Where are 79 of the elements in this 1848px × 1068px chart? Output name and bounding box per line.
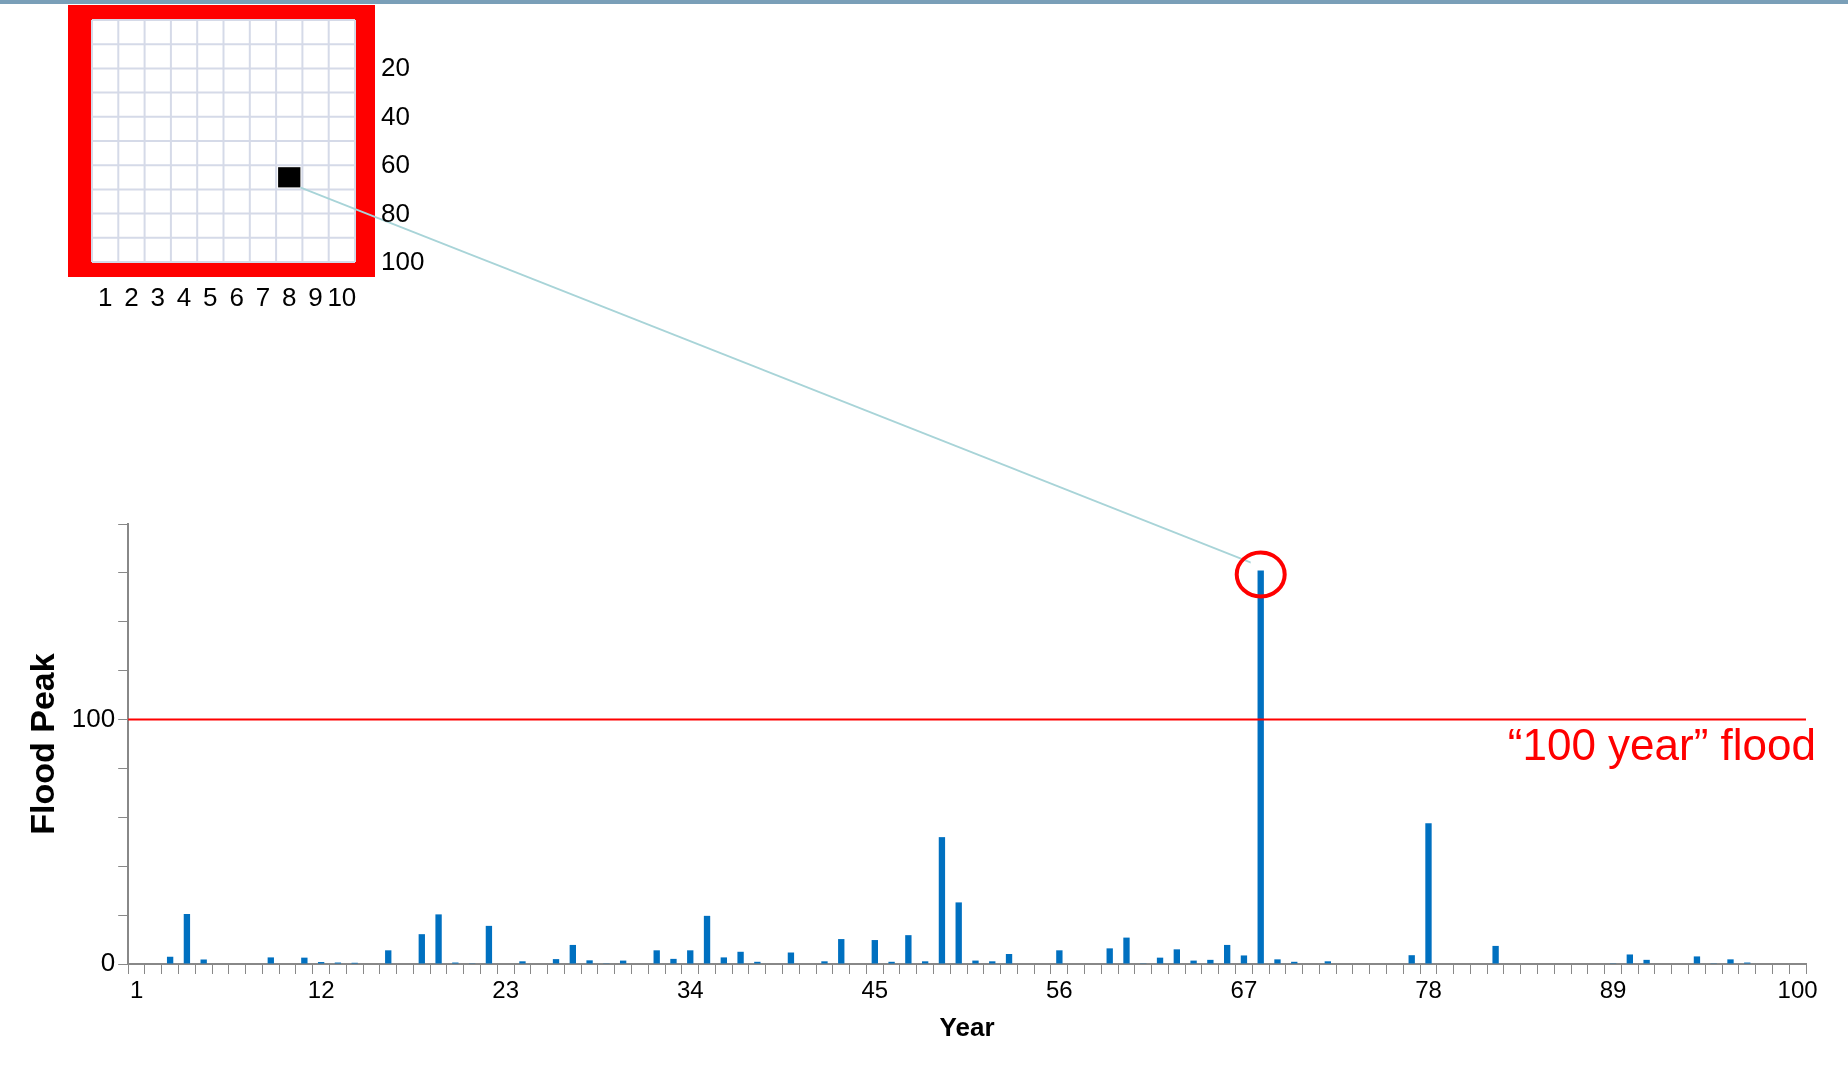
bar [720, 957, 727, 964]
text: 2 [124, 282, 139, 313]
bar [737, 951, 744, 964]
bar [871, 940, 878, 964]
bar [1240, 955, 1248, 964]
bar [989, 961, 996, 964]
bar [821, 961, 828, 964]
bar [183, 913, 191, 964]
text: 8 [282, 282, 297, 313]
bar [1643, 959, 1650, 964]
bar [905, 935, 912, 964]
bar [687, 950, 694, 964]
text: 60 [381, 149, 410, 181]
bar [972, 960, 979, 964]
bar [1324, 961, 1331, 964]
bar [1056, 950, 1063, 964]
bar [703, 915, 711, 964]
bar [1223, 944, 1231, 964]
bar [1693, 956, 1701, 964]
bar [1207, 959, 1214, 964]
bar [1425, 823, 1432, 964]
text: 20 [381, 52, 410, 84]
x-tick-label: 67 [1230, 976, 1258, 1004]
bar [586, 960, 593, 964]
bar [435, 914, 442, 964]
text: 10 [327, 282, 357, 313]
bar [921, 961, 929, 964]
text: 6 [229, 282, 244, 313]
bar [267, 957, 274, 964]
x-tick-label: 78 [1415, 976, 1442, 1004]
bar [301, 957, 308, 964]
text: 9 [308, 282, 323, 313]
bar [787, 952, 795, 964]
text: 7 [255, 282, 271, 313]
bar [552, 959, 560, 964]
bar [200, 959, 207, 964]
bar [1106, 948, 1113, 964]
bar [653, 950, 660, 964]
bar [838, 939, 845, 964]
x-tick-label: 100 [1777, 976, 1818, 1004]
text: 5 [203, 282, 218, 313]
bar [166, 956, 174, 964]
text: 80 [381, 197, 410, 229]
bar [1626, 954, 1633, 964]
text: 40 [381, 100, 410, 132]
bar [670, 958, 677, 964]
bar [1173, 949, 1180, 964]
x-tick-label: 12 [307, 976, 335, 1004]
bar [1005, 953, 1013, 964]
x-axis-title: Year [939, 1011, 995, 1042]
bar [955, 902, 962, 964]
x-tick-label: 34 [676, 976, 704, 1004]
bar [1492, 945, 1499, 964]
text: 100 [381, 246, 425, 277]
ref-line-label: “100 year” flood [1507, 719, 1816, 769]
text: 3 [150, 282, 165, 313]
bar [1257, 570, 1264, 964]
bar [619, 960, 627, 964]
x-tick-label: 23 [492, 976, 520, 1004]
y-tick-label: 0 [100, 947, 116, 978]
bar [938, 837, 946, 964]
bar [385, 950, 392, 964]
bar [1190, 960, 1197, 964]
x-tick-label: 89 [1599, 976, 1627, 1004]
bar [1408, 955, 1415, 964]
bar [1123, 937, 1130, 964]
bar [519, 961, 526, 964]
bar [418, 934, 425, 964]
bar [569, 944, 576, 964]
x-tick-label: 1 [129, 976, 144, 1004]
x-tick-label: 56 [1046, 976, 1073, 1004]
bar [1727, 959, 1734, 964]
y-axis-title: Flood Peak [22, 653, 61, 835]
text: 4 [176, 282, 192, 313]
bar [1156, 957, 1164, 964]
text: 1 [97, 282, 113, 313]
x-tick-label: 45 [861, 976, 889, 1004]
bar [1274, 959, 1281, 964]
bar [485, 925, 493, 964]
